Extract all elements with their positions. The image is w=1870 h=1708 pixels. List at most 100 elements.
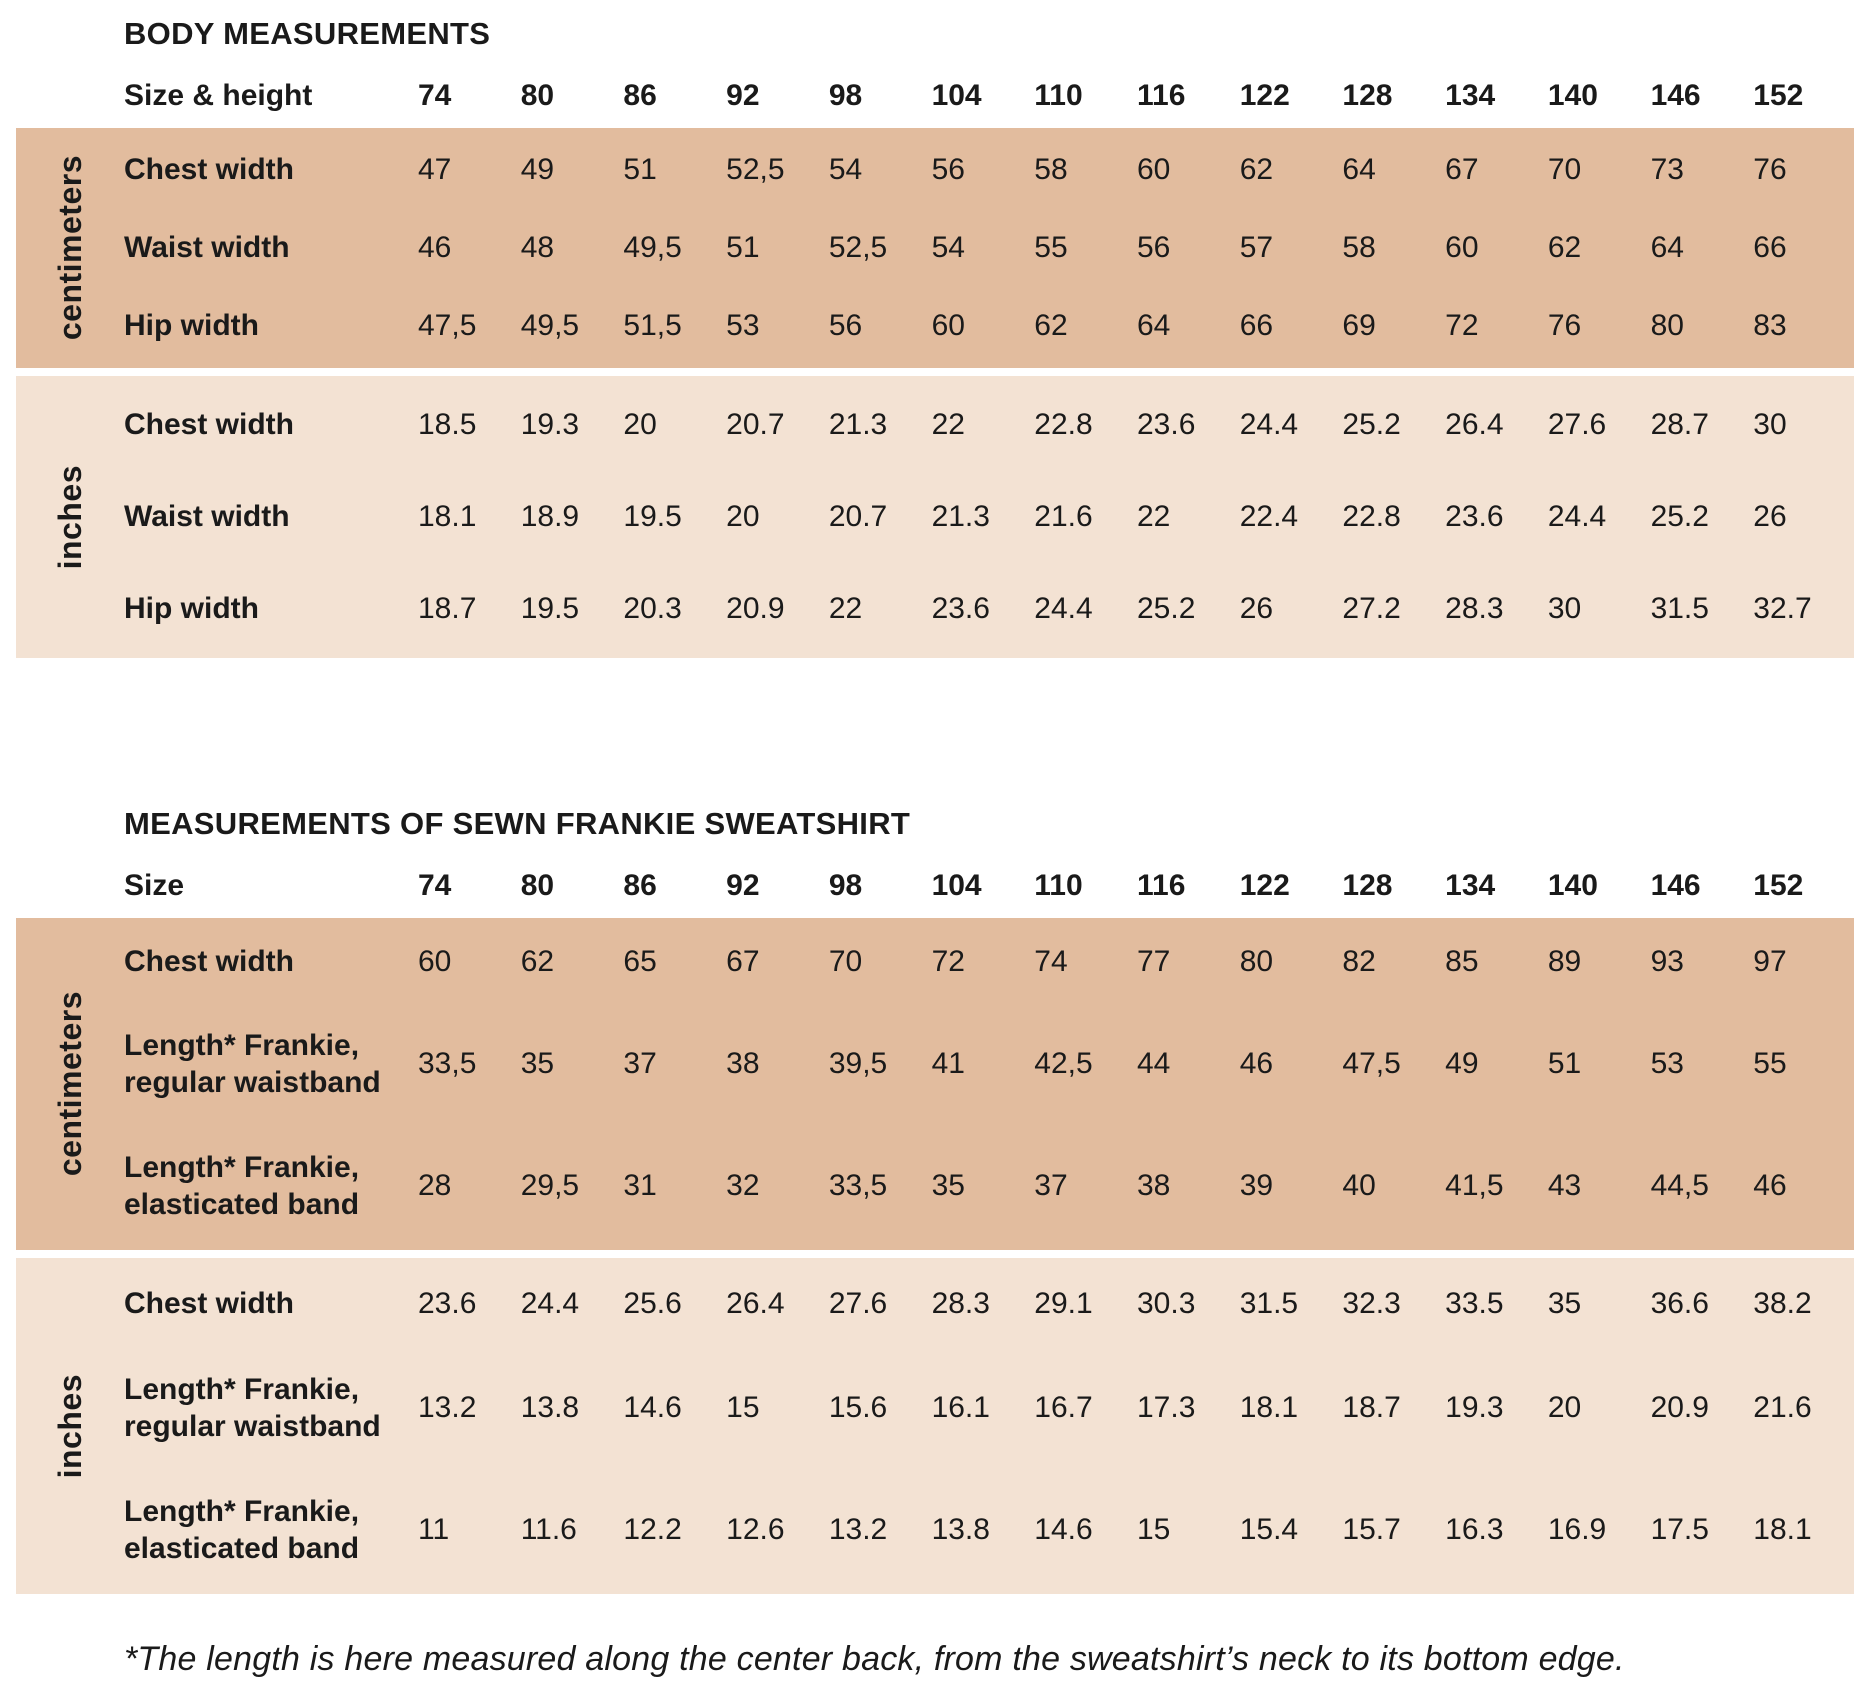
value-cell: 76: [1753, 153, 1787, 186]
value-cell: 31.5: [1239, 1287, 1299, 1320]
row-values: 46 48 49,5 51 52,5 54 55 56 57 58 60 62 64 66: [416, 231, 1854, 265]
value-cell: 26.4: [726, 1287, 785, 1320]
value-cell: 37: [623, 1047, 657, 1080]
value-cell: 152: [1753, 869, 1804, 902]
row-values: 11 11.6 12.2 12.6 13.2 13.8 14.6 15 15.4 15.7 16.3…: [416, 1513, 1854, 1547]
value-cell: 74: [418, 79, 452, 112]
value-cell: 86: [623, 869, 657, 902]
value-cell: 33,5: [828, 1169, 888, 1202]
row-label: Chest width: [124, 153, 294, 187]
value-cell: 21.3: [828, 408, 888, 441]
value-cell: 24.4: [1239, 408, 1299, 441]
value-cell: 14.6: [1034, 1513, 1093, 1546]
body-centimeters-section: centimeters Chest width 47 49 51 52,5 54 56 58…: [16, 128, 1854, 368]
value-cell: 60: [1137, 153, 1171, 186]
value-cell: 93: [1650, 945, 1684, 978]
value-cell: 20.9: [726, 592, 785, 625]
value-cell: 67: [1445, 153, 1479, 186]
row-values: 33,5 35 37 38 39,5 41 42,5 44 46 47,5 49 51 53 55: [416, 1047, 1854, 1081]
value-cell: 51: [623, 153, 657, 186]
unit-label-inches: inches: [51, 464, 88, 570]
row-values: 13.2 13.8 14.6 15 15.6 16.1 16.7 17.3 18.1 18.7 19…: [416, 1391, 1854, 1425]
value-cell: 38: [1137, 1169, 1171, 1202]
row-label: Hip width: [124, 592, 259, 626]
value-cell: 32: [726, 1169, 760, 1202]
value-cell: 128: [1342, 79, 1393, 112]
value-cell: 73: [1650, 153, 1684, 186]
value-cell: 32.7: [1753, 592, 1812, 625]
value-cell: 39,5: [828, 1047, 888, 1080]
value-cell: 28.3: [931, 1287, 990, 1320]
row-values: 60 62 65 67 70 72 74 77 80 82 85 89 93 97: [416, 945, 1854, 979]
value-cell: 38: [726, 1047, 760, 1080]
sweatshirt-inches-section: inches Chest width 23.6 24.4 25.6 26.4 27.6 2…: [16, 1258, 1854, 1594]
sweatshirt-centimeters-section: centimeters Chest width 60 62 65 67 70 72 74 77…: [16, 918, 1854, 1250]
value-cell: 25.2: [1650, 500, 1709, 533]
value-cell: 13.8: [520, 1391, 580, 1424]
value-cell: 16.3: [1445, 1513, 1504, 1546]
row-values: 47 49 51 52,5 54 56 58 60 62 64 67 70 73 76: [416, 153, 1854, 187]
value-cell: 80: [520, 869, 555, 902]
value-cell: 22.8: [1342, 500, 1401, 533]
value-cell: 17.3: [1137, 1391, 1196, 1424]
table-row: Length* Frankie, regular waistband 13.2 1…: [124, 1347, 1854, 1469]
value-cell: 22: [1137, 500, 1171, 533]
table-row: Chest width 23.6 24.4 25.6 26.4 27.6 28.3 29.1…: [124, 1261, 1854, 1347]
value-cell: 128: [1342, 869, 1393, 902]
value-cell: 31.5: [1650, 592, 1709, 625]
value-cell: 70: [828, 945, 863, 978]
row-label: Waist width: [124, 231, 290, 265]
value-cell: 58: [1034, 153, 1068, 186]
value-cell: 20.9: [1650, 1391, 1709, 1424]
value-cell: 98: [828, 79, 863, 112]
value-cell: 64: [1137, 309, 1171, 342]
value-cell: 26: [1239, 592, 1274, 625]
value-cell: 48: [520, 231, 555, 264]
unit-column: inches: [16, 379, 124, 655]
value-cell: 28.3: [1445, 592, 1504, 625]
value-cell: 85: [1445, 945, 1479, 978]
value-cell: 134: [1445, 869, 1496, 902]
value-cell: 38.2: [1753, 1287, 1812, 1320]
value-cell: 43: [1547, 1169, 1582, 1202]
value-cell: 18.5: [418, 408, 477, 441]
value-cell: 15.4: [1239, 1513, 1299, 1546]
value-cell: 12.6: [726, 1513, 785, 1546]
value-cell: 56: [828, 309, 863, 342]
value-cell: 23.6: [1445, 500, 1504, 533]
value-cell: 152: [1753, 79, 1804, 112]
size-header-values: 74 80 86 92 98 104 110 116 122 128 134 140 146 152: [416, 79, 1854, 113]
value-cell: 25.2: [1342, 408, 1401, 441]
value-cell: 27.2: [1342, 592, 1401, 625]
row-values: 47,5 49,5 51,5 53 56 60 62 64 66 69 72 76 80 83: [416, 309, 1854, 343]
value-cell: 51: [726, 231, 760, 264]
sweatshirt-measurements-title: MEASUREMENTS OF SEWN FRANKIE SWEATSHIRT: [124, 806, 911, 841]
value-cell: 53: [726, 309, 760, 342]
row-label: Length* Frankie, regular waistband: [124, 1372, 381, 1444]
size-header-label: Size & height: [124, 79, 313, 113]
value-cell: 22: [931, 408, 965, 441]
value-cell: 23.6: [418, 1287, 477, 1320]
value-cell: 35: [1547, 1287, 1582, 1320]
value-cell: 35: [931, 1169, 965, 1202]
value-cell: 104: [931, 869, 982, 902]
table-row: Waist width 18.1 18.9 19.5 20 20.7 21.3 21.6 22…: [124, 471, 1854, 563]
value-cell: 30: [1547, 592, 1582, 625]
value-cell: 58: [1342, 231, 1376, 264]
value-cell: 122: [1239, 869, 1290, 902]
row-label: Hip width: [124, 309, 259, 343]
value-cell: 86: [623, 79, 657, 112]
value-cell: 22.8: [1034, 408, 1093, 441]
value-cell: 21.6: [1753, 1391, 1812, 1424]
size-header-values: 74 80 86 92 98 104 110 116 122 128 134 140 146 152: [416, 869, 1854, 903]
value-cell: 74: [418, 869, 452, 902]
value-cell: 15.7: [1342, 1513, 1401, 1546]
value-cell: 29,5: [520, 1169, 580, 1202]
value-cell: 146: [1650, 79, 1701, 112]
value-cell: 62: [1034, 309, 1068, 342]
value-cell: 36.6: [1650, 1287, 1709, 1320]
value-cell: 23.6: [931, 592, 990, 625]
value-cell: 72: [931, 945, 965, 978]
table-row: Chest width 18.5 19.3 20 20.7 21.3 22 22.8 23.6…: [124, 379, 1854, 471]
value-cell: 70: [1547, 153, 1582, 186]
